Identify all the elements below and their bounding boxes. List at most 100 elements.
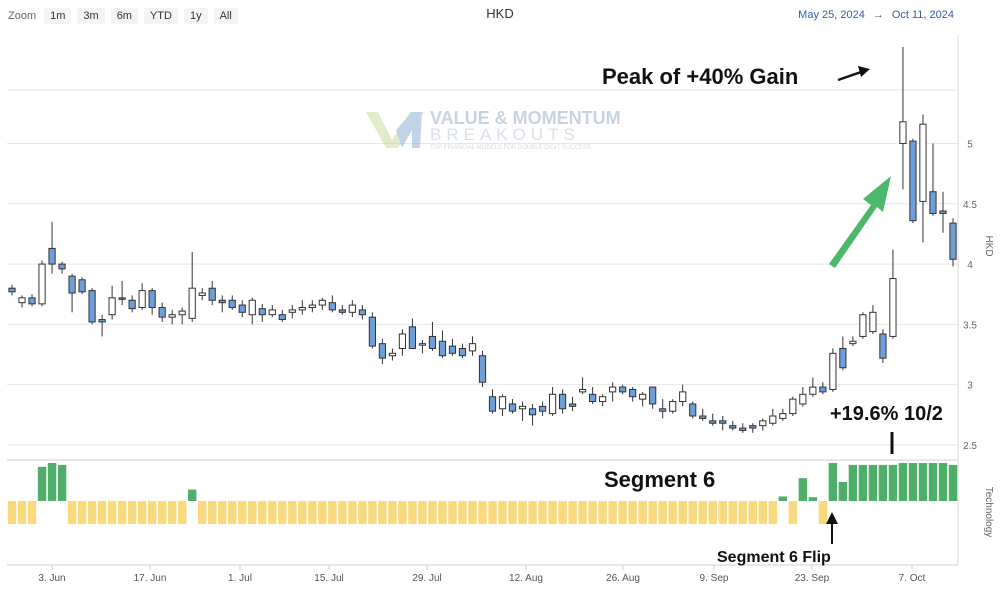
candle-body-36 <box>368 316 376 347</box>
candle-body-34 <box>348 304 356 313</box>
range-from-date[interactable]: May 25, 2024 <box>798 9 865 21</box>
candle-body-40 <box>408 326 417 349</box>
candle-body-9 <box>98 319 106 323</box>
candle-body-76 <box>769 415 777 424</box>
candle-body-87 <box>879 333 887 359</box>
tech-yellow-bar-6 <box>67 501 77 524</box>
zoom-ytd-button[interactable]: YTD <box>143 8 178 24</box>
tech-yellow-bar-30 <box>308 501 317 524</box>
candle-body-43 <box>438 340 447 357</box>
y-tick-label-5: 5 <box>967 140 973 151</box>
candle-body-90 <box>909 140 917 222</box>
tech-green-bar-84 <box>848 464 858 501</box>
candle-body-20 <box>208 287 216 301</box>
technology-indicator: Technology <box>7 459 994 566</box>
candle-body-35 <box>358 309 366 316</box>
candle-body-50 <box>508 403 517 412</box>
candle-body-51 <box>518 405 527 410</box>
tech-yellow-bar-61 <box>618 501 627 524</box>
candle-body-11 <box>118 297 126 300</box>
peak-arrow-line <box>837 69 865 82</box>
zoom-3m-button[interactable]: 3m <box>77 8 105 24</box>
tech-yellow-bar-7 <box>77 501 87 524</box>
tech-yellow-bar-40 <box>408 501 417 524</box>
candle-body-4 <box>48 247 56 265</box>
x-tick-label-8: 23. Sep <box>795 573 830 584</box>
tech-green-bar-5 <box>57 464 67 501</box>
tech-green-bar-86 <box>868 464 878 501</box>
tech-yellow-bar-56 <box>568 501 577 524</box>
candle-body-58 <box>589 393 597 403</box>
zoom-1y-button[interactable]: 1y <box>183 8 208 24</box>
candle-body-47 <box>478 355 487 383</box>
candle-body-21 <box>218 299 226 304</box>
tech-yellow-bar-22 <box>228 501 237 524</box>
tech-yellow-bar-20 <box>208 501 217 524</box>
tech-yellow-bar-26 <box>268 501 277 524</box>
candle-body-80 <box>809 386 817 395</box>
candle-body-32 <box>328 302 336 311</box>
zoom-6m-button[interactable]: 6m <box>110 8 138 24</box>
tech-yellow-bar-21 <box>218 501 227 524</box>
zoom-1m-button[interactable]: 1m <box>44 8 72 24</box>
tech-yellow-bar-58 <box>588 501 597 524</box>
candle-body-81 <box>819 386 827 393</box>
candle-body-66 <box>669 401 677 412</box>
tech-yellow-bar-76 <box>768 501 778 524</box>
tech-yellow-bar-1 <box>17 501 27 524</box>
tech-yellow-bar-59 <box>598 501 607 524</box>
candle-body-92 <box>929 191 937 214</box>
candle-body-74 <box>749 425 757 429</box>
tech-yellow-bar-54 <box>548 501 557 524</box>
tech-yellow-bar-48 <box>488 501 497 524</box>
candle-body-31 <box>318 299 326 306</box>
range-to-date[interactable]: Oct 11, 2024 <box>891 9 954 21</box>
candlestick-series <box>8 47 957 433</box>
tech-yellow-bar-35 <box>358 501 367 524</box>
tech-yellow-bar-46 <box>468 501 477 524</box>
tech-yellow-bar-0 <box>7 501 17 524</box>
tech-green-bar-82 <box>828 463 838 501</box>
candle-body-46 <box>468 343 477 352</box>
tech-green-bar-89 <box>898 463 908 501</box>
watermark-line1: VALUE & MOMENTUM <box>430 108 621 128</box>
zoom-toolbar: Zoom 1m 3m 6m YTD 1y All <box>8 6 238 26</box>
tech-green-bar-3 <box>37 466 47 501</box>
candle-body-91 <box>919 123 927 202</box>
tech-yellow-bar-2 <box>27 501 37 524</box>
watermark-line2: BREAKOUTS <box>430 125 580 144</box>
tech-yellow-bar-19 <box>198 501 207 524</box>
tech-green-bar-90 <box>908 463 918 501</box>
peak-arrowhead <box>858 66 870 77</box>
tech-yellow-bar-33 <box>338 501 347 524</box>
tech-yellow-bar-69 <box>698 501 707 524</box>
candle-body-71 <box>719 420 727 424</box>
zoom-all-button[interactable]: All <box>213 8 238 24</box>
tech-yellow-bar-39 <box>398 501 407 524</box>
tech-yellow-bar-44 <box>448 501 457 524</box>
tech-yellow-bar-78 <box>788 501 798 524</box>
tech-yellow-bar-8 <box>87 501 97 524</box>
candle-body-53 <box>538 405 547 412</box>
tech-green-bar-88 <box>888 464 898 501</box>
x-tick-label-4: 29. Jul <box>412 573 441 584</box>
tech-yellow-bar-50 <box>508 501 517 524</box>
tech-yellow-bar-71 <box>718 501 727 524</box>
candle-body-41 <box>418 343 427 346</box>
x-tick-label-0: 3. Jun <box>38 573 65 584</box>
candle-body-3 <box>38 263 46 305</box>
candle-body-28 <box>288 309 296 313</box>
tech-green-bar-18 <box>187 489 197 501</box>
peak-annotation: Peak of +40% Gain <box>602 64 798 89</box>
candle-body-49 <box>498 396 507 410</box>
tech-yellow-bar-62 <box>628 501 637 524</box>
candle-body-83 <box>839 347 847 369</box>
candle-body-64 <box>649 386 657 405</box>
x-tick-label-9: 7. Oct <box>899 573 926 584</box>
candle-body-85 <box>859 314 867 337</box>
candle-body-79 <box>799 393 807 405</box>
candle-body-52 <box>528 408 537 416</box>
candle-body-65 <box>659 408 667 412</box>
watermark-logo: VALUE & MOMENTUM BREAKOUTS TOP FINANCIAL… <box>366 108 621 151</box>
candle-body-42 <box>428 335 437 349</box>
